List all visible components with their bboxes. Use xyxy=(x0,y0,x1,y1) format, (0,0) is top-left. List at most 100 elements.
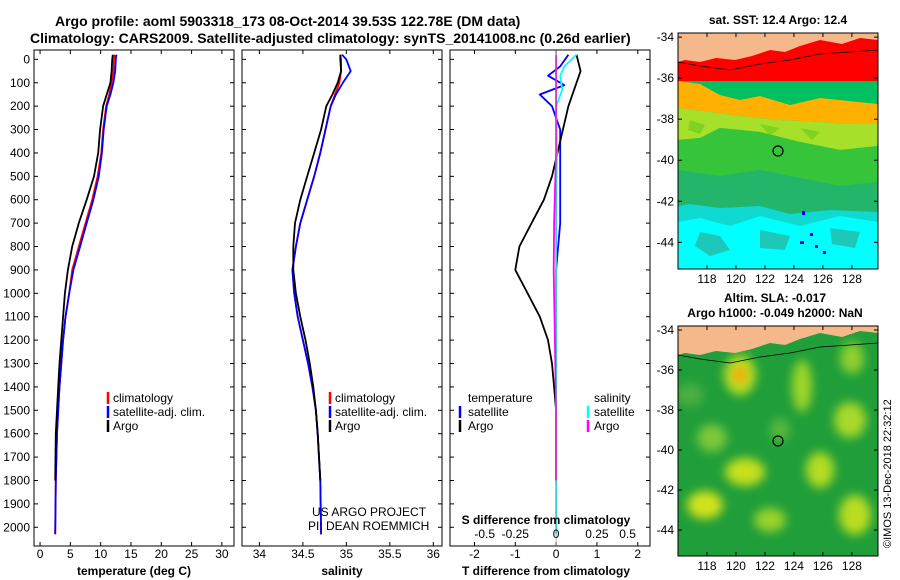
map-y-tick-label: -44 xyxy=(657,523,675,537)
map-x-tick-label: 118 xyxy=(697,559,716,573)
difference-plot-frame xyxy=(449,49,651,547)
salinity-legend: climatology satellite-adj. clim. Argo xyxy=(328,391,427,433)
depth-tick-label: 100 xyxy=(10,76,30,90)
legend-label-argo: Argo xyxy=(468,419,494,433)
sla-map xyxy=(678,326,878,556)
x-tick-label: 15 xyxy=(124,547,138,561)
x-tick-label: 30 xyxy=(215,547,229,561)
map-x-tick-label: 122 xyxy=(755,272,775,286)
salinity-diff-tick-label: 0 xyxy=(553,527,560,541)
imos-watermark: ©IMOS 13-Dec-2018 22:32:12 xyxy=(882,399,894,548)
depth-tick-label: 300 xyxy=(10,123,30,137)
map-x-tick-label: 124 xyxy=(784,272,804,286)
salinity-diff-tick-label: 0.5 xyxy=(619,527,636,541)
map-x-tick-label: 122 xyxy=(755,559,775,573)
sst-map-axes: -34 -36 -38 -40 -42 -44 118 120 122 124 126 128 xyxy=(657,30,878,286)
map-x-tick-label: 124 xyxy=(784,559,804,573)
x-tick-label: 25 xyxy=(185,547,199,561)
depth-tick-label: 600 xyxy=(10,193,30,207)
depth-tick-label: 1100 xyxy=(4,310,30,324)
depth-tick-label: 1600 xyxy=(3,427,30,441)
depth-tick-label: 800 xyxy=(10,240,30,254)
x-tick-label: 36 xyxy=(427,547,441,561)
sla-map-title-2: Argo h1000: -0.049 h2000: NaN xyxy=(687,306,862,320)
depth-tick-label: 1900 xyxy=(3,497,30,511)
map-y-tick-label: -40 xyxy=(657,153,675,167)
x-tick-label: 0 xyxy=(553,547,560,561)
salinity-diff-tick-label: 0.25 xyxy=(585,527,609,541)
depth-tick-label: 400 xyxy=(10,146,30,160)
x-tick-label: -1 xyxy=(510,547,521,561)
x-tick-label: 10 xyxy=(94,547,108,561)
depth-tick-label: 1500 xyxy=(3,403,30,417)
depth-tick-label: 2000 xyxy=(3,520,30,534)
depth-tick-label: 1200 xyxy=(3,333,30,347)
depth-tick-label: 1000 xyxy=(3,286,30,300)
map-x-tick-label: 118 xyxy=(697,272,716,286)
depth-tick-label: 1800 xyxy=(3,473,30,487)
x-tick-label: 20 xyxy=(155,547,169,561)
project-credit-line-1: US ARGO PROJECT xyxy=(312,505,427,519)
depth-tick-label: 900 xyxy=(10,263,30,277)
depth-axis: 0 100 200 300 400 500 600 700 800 900 1000 1100 1200… xyxy=(3,52,30,534)
map-y-tick-label: -34 xyxy=(657,30,675,44)
depth-tick-label: 1700 xyxy=(3,450,30,464)
series-line-argo xyxy=(54,54,114,481)
salinity-plot-frame xyxy=(241,49,443,547)
temperature-xlabel: temperature (deg C) xyxy=(77,564,191,578)
series-line-satellite-adj-clim- xyxy=(54,54,118,535)
sla-argo-marker xyxy=(772,435,784,447)
temperature-plot-frame xyxy=(33,49,235,547)
map-y-tick-label: -44 xyxy=(657,235,675,249)
legend-label-satellite: satellite xyxy=(468,405,509,419)
difference-legend-temperature: temperature satellite Argo xyxy=(458,391,533,433)
legend-label-salinity-satellite: satellite xyxy=(594,405,635,419)
legend-title-salinity: salinity xyxy=(594,391,631,405)
depth-tick-label: 0 xyxy=(23,52,30,66)
map-x-tick-label: 128 xyxy=(842,559,862,573)
map-x-tick-label: 128 xyxy=(842,272,862,286)
x-tick-label: 5 xyxy=(67,547,74,561)
depth-tick-label: 1400 xyxy=(3,380,30,394)
legend-title-temperature: temperature xyxy=(468,391,533,405)
x-tick-label: 35.5 xyxy=(378,547,402,561)
x-tick-label: 0 xyxy=(37,547,44,561)
legend-label-climatology: climatology xyxy=(335,391,395,405)
depth-tick-label: 200 xyxy=(10,99,30,113)
sst-argo-marker xyxy=(772,145,784,157)
map-y-tick-label: -36 xyxy=(657,71,675,85)
map-y-tick-label: -34 xyxy=(657,323,675,337)
x-tick-label: 34 xyxy=(253,547,267,561)
map-y-tick-label: -38 xyxy=(657,112,675,126)
map-x-tick-label: 126 xyxy=(813,272,833,286)
title-line-2: Climatology: CARS2009. Satellite-adjuste… xyxy=(30,30,631,46)
x-tick-label: 2 xyxy=(634,547,641,561)
difference-plot: -2 -1 0 1 2 -0.5 -0.25 0 0.25 0.5 xyxy=(450,50,650,561)
sst-map xyxy=(678,33,878,269)
series-line-temperature-argo xyxy=(514,54,582,481)
legend-label-satellite: satellite-adj. clim. xyxy=(113,405,205,419)
map-y-tick-label: -40 xyxy=(657,443,675,457)
salinity-xlabel: salinity xyxy=(321,564,363,578)
x-tick-label: -2 xyxy=(469,547,480,561)
map-y-tick-label: -42 xyxy=(657,194,675,208)
series-line-argo xyxy=(292,54,343,481)
sla-map-title-1: Altim. SLA: -0.017 xyxy=(724,291,826,305)
legend-label-climatology: climatology xyxy=(113,391,173,405)
difference-legend-salinity: salinity satellite Argo xyxy=(586,391,635,433)
salinity-diff-tick-label: -0.5 xyxy=(474,527,495,541)
temperature-legend: climatology satellite-adj. clim. Argo xyxy=(106,391,205,433)
legend-label-argo: Argo xyxy=(335,419,361,433)
x-tick-label: 1 xyxy=(594,547,601,561)
sla-map-axes: -34 -36 -38 -40 -42 -44 118 120 122 124 126 128 xyxy=(657,323,878,573)
title-line-1: Argo profile: aoml 5903318_173 08-Oct-20… xyxy=(55,13,520,29)
map-y-tick-label: -36 xyxy=(657,363,675,377)
map-x-tick-label: 126 xyxy=(813,559,833,573)
legend-label-argo: Argo xyxy=(113,419,139,433)
sst-map-title: sat. SST: 12.4 Argo: 12.4 xyxy=(709,13,848,27)
legend-label-salinity-argo: Argo xyxy=(594,419,620,433)
salinity-difference-label: S difference from climatology xyxy=(462,513,631,527)
sst-map-frame xyxy=(677,32,879,270)
map-x-tick-label: 120 xyxy=(726,559,746,573)
